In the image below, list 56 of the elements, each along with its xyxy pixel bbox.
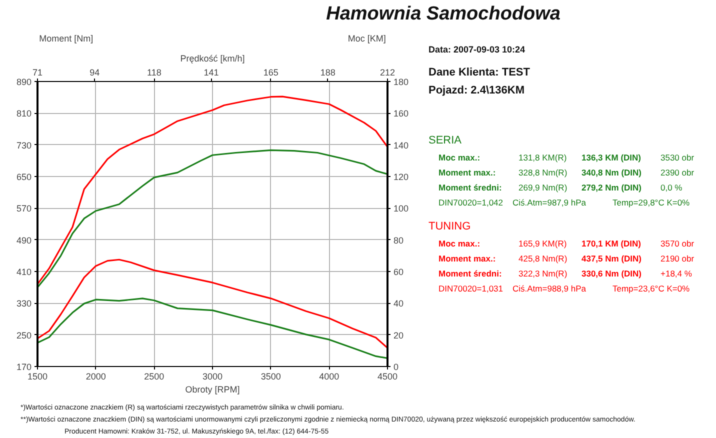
y2-axis-title: Moc [KM] bbox=[348, 34, 386, 44]
text: Moc max.: 165,9 KM(R) 170,1 KM (DIN) 3570 obr bbox=[438, 238, 694, 248]
y2-tick-label: 160 bbox=[394, 108, 409, 119]
y-tick-label: 330 bbox=[16, 298, 32, 309]
y2-tick-label: 80 bbox=[394, 235, 404, 246]
text: Data: 2007-09-03 10:24 bbox=[428, 44, 526, 54]
line-series bbox=[38, 258, 388, 349]
x2-axis-title: Prędkość [km/h] bbox=[180, 54, 245, 64]
text: Hamownia Samochodowa bbox=[326, 4, 561, 24]
y-tick-label: 410 bbox=[16, 267, 32, 277]
text: SERIA bbox=[428, 134, 462, 146]
x2-tick-label: 165 bbox=[263, 68, 278, 78]
x2-tick-label: 188 bbox=[320, 68, 336, 78]
x-tick-label: 1500 bbox=[27, 372, 48, 382]
y2-tick-label: 140 bbox=[394, 140, 409, 150]
y-tick-label: 250 bbox=[16, 330, 32, 340]
x2-tick-label: 118 bbox=[146, 68, 162, 78]
y-tick-label: 650 bbox=[16, 172, 32, 182]
text: DIN70020=1,042 Ciś.Atm=987,9 hPa Temp=29,8°C K=0% bbox=[438, 198, 690, 208]
y2-tick-label: 60 bbox=[394, 267, 404, 277]
x2-tick-label: 94 bbox=[90, 68, 100, 78]
text: Moment max.: 328,8 Nm(R) 340,8 Nm (DIN) 2390 obr bbox=[438, 168, 694, 178]
y-tick-label: 890 bbox=[16, 77, 32, 87]
line-series bbox=[38, 149, 388, 288]
y2-tick-label: 100 bbox=[394, 204, 409, 214]
text: Moment max.: 425,8 Nm(R) 437,5 Nm (DIN) 2190 obr bbox=[438, 254, 694, 264]
x-tick-label: 4000 bbox=[319, 372, 340, 382]
x2-tick-label: 212 bbox=[380, 68, 396, 78]
y2-tick-label: 120 bbox=[394, 172, 409, 182]
x-tick-label: 2000 bbox=[86, 372, 106, 382]
y2-tick-label: 40 bbox=[394, 298, 404, 309]
x-tick-label: 4500 bbox=[377, 372, 398, 382]
x-tick-label: 2500 bbox=[144, 372, 164, 382]
text: Moc max.: 131,8 KM(R) 136,3 KM (DIN) 3530 obr bbox=[438, 152, 694, 162]
y2-tick-label: 0 bbox=[394, 362, 399, 372]
text: Moment średni: 322,3 Nm(R) 330,6 Nm (DIN) +18,4 % bbox=[438, 268, 692, 278]
y-tick-label: 170 bbox=[16, 362, 32, 372]
text: Dane Klienta: TEST bbox=[428, 66, 530, 78]
y2-tick-label: 20 bbox=[394, 330, 404, 340]
text: DIN70020=1,031 Ciś.Atm=988,9 hPa Temp=23,6°C K=0% bbox=[438, 284, 690, 294]
y-tick-label: 490 bbox=[16, 235, 32, 246]
y-tick-label: 810 bbox=[16, 108, 32, 119]
x-axis-title: Obroty [RPM] bbox=[185, 384, 240, 394]
y-axis-title: Moment [Nm] bbox=[39, 34, 94, 44]
line-series bbox=[38, 96, 388, 285]
line-series bbox=[38, 298, 388, 359]
y-tick-label: 730 bbox=[16, 140, 32, 150]
x-tick-label: 3000 bbox=[202, 372, 223, 382]
x2-tick-label: 71 bbox=[32, 68, 43, 78]
y2-tick-label: 180 bbox=[394, 77, 409, 87]
text: TUNING bbox=[428, 220, 471, 232]
text: Pojazd: 2.4\136KM bbox=[428, 84, 524, 96]
x2-tick-label: 141 bbox=[204, 68, 219, 78]
y-tick-label: 570 bbox=[16, 204, 32, 214]
x-tick-label: 3500 bbox=[260, 372, 281, 382]
text: Moment średni: 269,9 Nm(R) 279,2 Nm (DIN) 0,0 % bbox=[438, 182, 682, 192]
